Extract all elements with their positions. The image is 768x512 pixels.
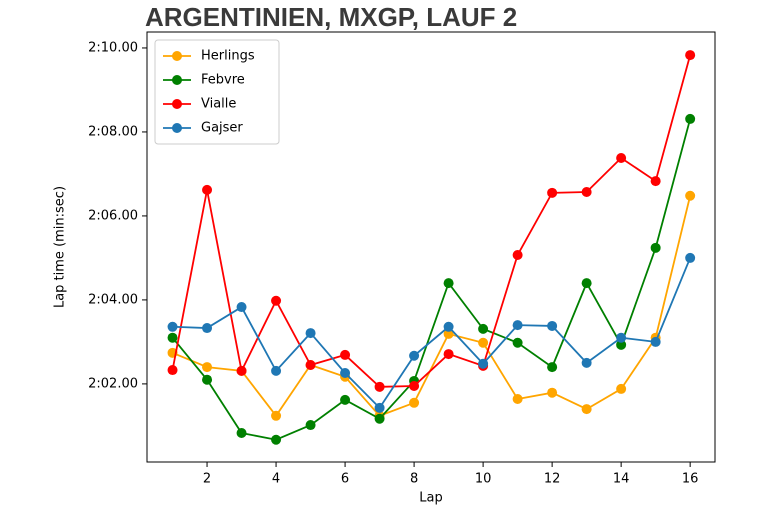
data-point	[547, 387, 558, 398]
data-point	[685, 50, 696, 61]
x-tick-label: 12	[544, 472, 561, 487]
x-tick-label: 10	[475, 472, 492, 487]
data-point	[305, 420, 316, 431]
data-point	[167, 321, 178, 332]
data-point	[202, 184, 213, 195]
x-tick-label: 16	[682, 472, 699, 487]
data-point	[443, 278, 454, 289]
data-point	[409, 397, 420, 408]
data-point	[478, 337, 489, 348]
data-point	[236, 302, 247, 313]
x-tick-label: 4	[272, 472, 280, 487]
data-point	[271, 434, 282, 445]
series-line	[171, 54, 692, 388]
data-point	[443, 349, 454, 360]
legend-label: Febvre	[201, 73, 245, 88]
data-point	[581, 357, 592, 368]
data-point	[202, 374, 213, 385]
data-point	[340, 394, 351, 405]
legend-marker	[172, 123, 182, 133]
data-point	[305, 359, 316, 370]
data-point	[616, 383, 627, 394]
legend-label: Gajser	[201, 121, 243, 136]
data-point	[478, 358, 489, 369]
data-point	[443, 321, 454, 332]
data-point	[547, 362, 558, 373]
data-point	[443, 328, 454, 339]
y-axis-label: Lap time (min:sec)	[53, 186, 68, 308]
legend-box	[154, 39, 280, 145]
data-point	[409, 380, 420, 391]
y-tick-label: 2:06.00	[88, 208, 138, 223]
data-point	[374, 402, 385, 413]
x-tick-label: 14	[613, 472, 630, 487]
data-point	[271, 295, 282, 306]
legend-label: Herlings	[201, 49, 255, 64]
data-point	[167, 365, 178, 376]
data-point	[478, 323, 489, 334]
data-point	[236, 428, 247, 439]
data-point	[271, 365, 282, 376]
data-point	[512, 337, 523, 348]
data-point	[305, 328, 316, 339]
data-point	[340, 367, 351, 378]
data-point	[685, 252, 696, 263]
y-tick-label: 2:08.00	[88, 124, 138, 139]
x-tick-label: 8	[410, 472, 418, 487]
data-point	[202, 362, 213, 373]
data-point	[547, 320, 558, 331]
legend-marker	[172, 99, 182, 109]
data-point	[409, 350, 420, 361]
y-tick-label: 2:02.00	[88, 376, 138, 391]
plot-frame	[146, 31, 716, 463]
series-line	[172, 257, 691, 410]
data-point	[616, 332, 627, 343]
y-tick-label: 2:04.00	[88, 292, 138, 307]
data-point	[581, 186, 592, 197]
data-point	[512, 249, 523, 260]
x-axis-label: Lap	[419, 491, 442, 506]
data-point	[374, 381, 385, 392]
data-point	[167, 332, 178, 343]
series-line	[171, 118, 692, 441]
data-point	[202, 323, 213, 334]
data-point	[685, 190, 696, 201]
data-point	[340, 349, 351, 360]
y-tick-label: 2:10.00	[88, 40, 138, 55]
data-point	[650, 242, 661, 253]
data-point	[236, 365, 247, 376]
x-tick-label: 2	[203, 472, 211, 487]
data-point	[616, 339, 627, 350]
data-point	[650, 176, 661, 187]
data-point	[650, 336, 661, 347]
x-tick-label: 6	[341, 472, 349, 487]
data-point	[374, 413, 385, 424]
legend-marker	[172, 75, 182, 85]
chart-title: ARGENTINIEN, MXGP, LAUF 2	[145, 2, 517, 32]
series-line	[172, 195, 692, 418]
data-point	[547, 187, 558, 198]
legend-marker	[172, 51, 182, 61]
data-point	[512, 394, 523, 405]
data-point	[581, 404, 592, 415]
data-point	[581, 278, 592, 289]
data-point	[685, 113, 696, 124]
legend-label: Vialle	[201, 97, 236, 112]
data-point	[512, 320, 523, 331]
data-point	[271, 410, 282, 421]
data-point	[616, 152, 627, 163]
